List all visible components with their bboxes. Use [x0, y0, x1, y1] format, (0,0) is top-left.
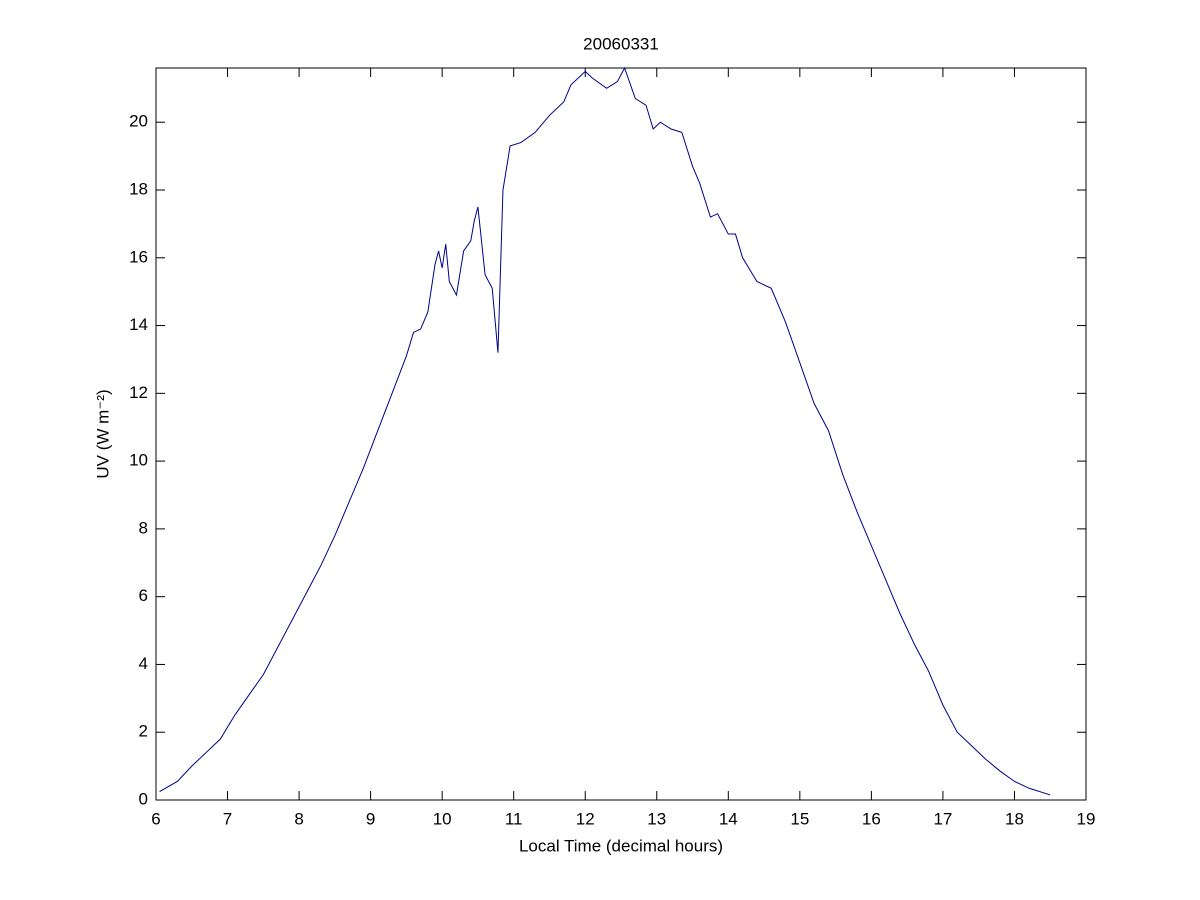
y-tick-label: 4: [139, 654, 148, 673]
plot-frame: [155, 67, 1087, 801]
x-tick-label: 16: [862, 809, 881, 828]
x-tick-label: 10: [433, 809, 452, 828]
y-tick-label: 18: [129, 179, 148, 198]
x-tick-label: 7: [223, 809, 232, 828]
y-tick-label: 16: [129, 247, 148, 266]
x-tick-label: 19: [1077, 809, 1096, 828]
y-tick-label: 12: [129, 383, 148, 402]
y-tick-label: 0: [139, 789, 148, 808]
x-tick-label: 11: [505, 809, 523, 828]
x-tick-label: 9: [366, 809, 375, 828]
y-tick-label: 2: [139, 722, 148, 741]
x-tick-label: 14: [719, 809, 738, 828]
x-tick-label: 8: [294, 809, 303, 828]
x-tick-label: 18: [1005, 809, 1024, 828]
x-tick-label: 15: [790, 809, 809, 828]
y-tick-label: 10: [129, 451, 148, 470]
y-tick-label: 6: [139, 586, 148, 605]
chart-title: 20060331: [583, 34, 659, 53]
x-axis-label: Local Time (decimal hours): [519, 836, 723, 855]
x-tick-label: 13: [647, 809, 666, 828]
y-tick-label: 8: [139, 518, 148, 537]
x-tick-label: 6: [151, 809, 160, 828]
y-axis-label: UV (W m⁻²): [93, 389, 112, 478]
y-tick-label: 14: [129, 315, 148, 334]
x-tick-label: 17: [933, 809, 952, 828]
data-line: [159, 66, 1051, 796]
y-tick-label: 20: [129, 112, 148, 131]
x-tick-label: 12: [576, 809, 595, 828]
